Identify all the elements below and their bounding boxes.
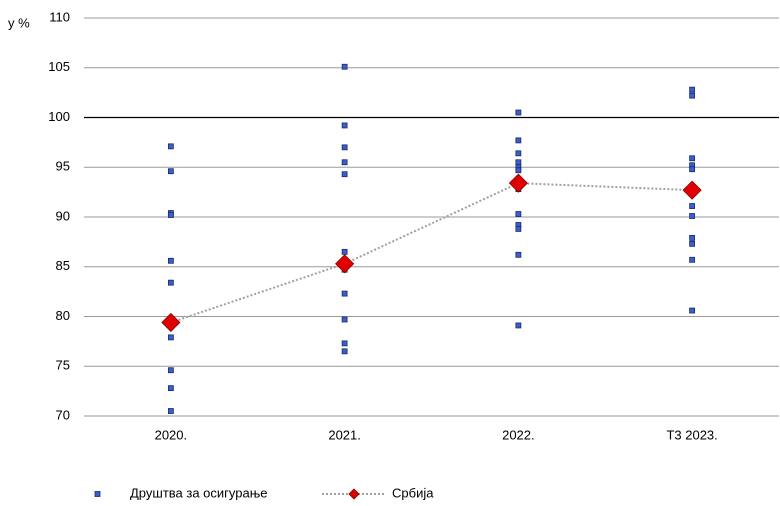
x-tick-label: Т3 2023. (666, 427, 717, 442)
scatter-point (167, 385, 174, 392)
scatter-point (341, 340, 348, 347)
x-tick-label: 2021. (328, 427, 361, 442)
legend-marker (94, 491, 101, 497)
legend-label: Србија (392, 485, 434, 500)
scatter-point (167, 279, 174, 286)
scatter-point (689, 166, 696, 173)
scatter-point (341, 159, 348, 166)
scatter-point (341, 290, 348, 297)
y-tick-label: 100 (48, 109, 70, 124)
legend-label: Друштва за осигурање (130, 485, 268, 500)
scatter-point (167, 257, 174, 264)
scatter-point (515, 137, 522, 144)
y-tick-label: 95 (56, 159, 70, 174)
line-point (335, 254, 355, 274)
line-point (161, 312, 181, 333)
series-line (170, 182, 693, 324)
y-tick-label: 80 (56, 308, 70, 323)
scatter-point (515, 322, 522, 329)
scatter-point (515, 159, 522, 166)
scatter-point (167, 334, 174, 341)
scatter-point (515, 226, 522, 232)
scatter-point (515, 109, 522, 116)
scatter-point (167, 143, 174, 150)
scatter-point (689, 213, 696, 219)
scatter-point (689, 240, 696, 247)
y-tick-label: 75 (56, 358, 70, 373)
scatter-point (515, 211, 522, 217)
scatter-point (515, 167, 522, 174)
scatter-point (689, 92, 696, 99)
scatter-point (689, 307, 696, 314)
scatter-point (341, 248, 348, 255)
scatter-point (689, 155, 696, 162)
y-axis-label: у % (8, 15, 30, 30)
scatter-point (341, 348, 348, 355)
scatter-point (689, 203, 696, 209)
scatter-point (167, 168, 174, 175)
x-tick-label: 2020. (155, 427, 188, 442)
scatter-point (341, 171, 348, 178)
y-tick-label: 105 (48, 59, 70, 74)
y-tick-label: 70 (56, 407, 70, 422)
scatter-point (341, 144, 348, 151)
scatter-point (167, 367, 174, 374)
scatter-point (341, 63, 348, 70)
line-point (682, 180, 702, 200)
y-tick-label: 85 (56, 258, 70, 273)
y-tick-label: 110 (49, 9, 70, 24)
scatter-point (167, 212, 174, 218)
scatter-point (689, 86, 696, 93)
line-point (508, 173, 528, 193)
scatter-point (341, 316, 348, 323)
x-tick-label: 2022. (502, 427, 535, 442)
scatter-point (689, 234, 696, 241)
scatter-point (515, 251, 522, 258)
scatter-point (167, 408, 174, 414)
scatter-point (341, 122, 348, 129)
y-tick-label: 90 (56, 208, 70, 223)
scatter-point (689, 256, 696, 263)
scatter-point (515, 150, 522, 157)
legend-marker (348, 488, 360, 500)
